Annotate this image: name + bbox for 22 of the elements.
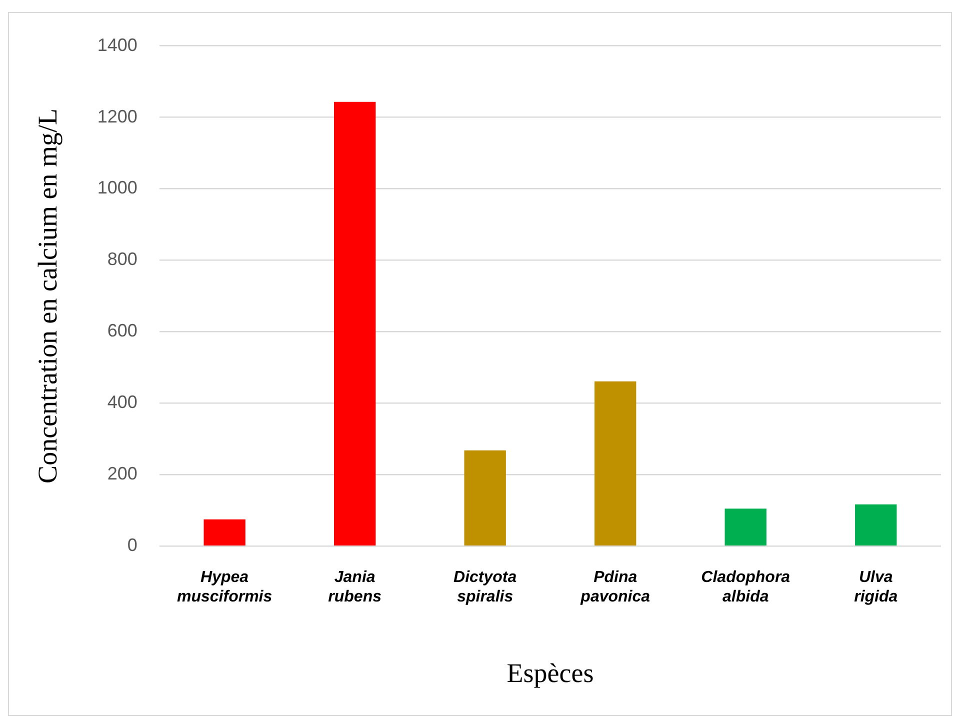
- x-axis-title: Espèces: [506, 658, 594, 688]
- x-tick-label: Jania rubens: [328, 569, 382, 606]
- bar: [594, 381, 636, 546]
- y-tick-label: 1200: [97, 106, 138, 126]
- y-tick-label: 1400: [97, 34, 138, 55]
- y-tick-label: 600: [107, 320, 138, 341]
- x-tick-label: Cladophora albida: [701, 569, 790, 606]
- y-axis-title: Concentration en calcium en mg/L: [32, 108, 62, 484]
- y-tick-label: 200: [107, 464, 138, 484]
- bar: [855, 504, 897, 546]
- x-tick-label: Dictyota spiralis: [454, 569, 517, 606]
- x-tick-label: Pdina pavonica: [580, 569, 650, 606]
- x-tick-label: Hypea musciformis: [177, 569, 272, 606]
- y-tick-label: 400: [107, 392, 138, 412]
- y-tick-label: 800: [107, 249, 138, 270]
- bar: [724, 508, 766, 546]
- bar: [334, 102, 376, 546]
- bar: [204, 519, 246, 546]
- x-tick-label: Ulva rigida: [854, 569, 898, 606]
- y-tick-label: 1000: [97, 178, 138, 198]
- y-tick-label: 0: [127, 535, 138, 556]
- bar: [464, 450, 506, 546]
